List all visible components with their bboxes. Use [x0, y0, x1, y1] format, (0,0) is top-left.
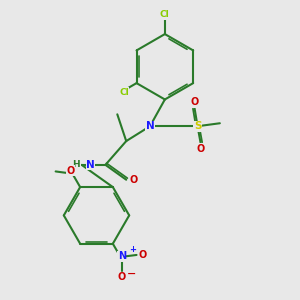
Text: S: S [194, 121, 201, 131]
Text: O: O [190, 98, 199, 107]
Text: N: N [146, 121, 154, 131]
Text: O: O [196, 143, 205, 154]
Text: O: O [66, 166, 75, 176]
Text: H: H [73, 160, 80, 169]
Text: Cl: Cl [160, 10, 170, 19]
Text: Cl: Cl [119, 88, 129, 97]
Text: −: − [127, 269, 136, 279]
Text: O: O [118, 272, 126, 282]
Text: N: N [86, 160, 95, 170]
Text: O: O [138, 250, 147, 260]
Text: N: N [118, 251, 126, 261]
Text: O: O [130, 175, 138, 185]
Text: +: + [129, 245, 136, 254]
